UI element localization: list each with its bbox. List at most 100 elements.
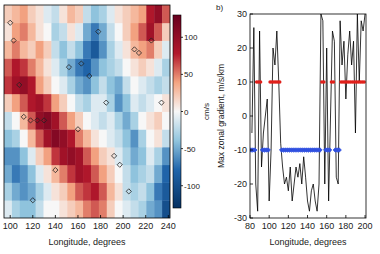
heatmap-cell	[12, 41, 20, 59]
heatmap-cell	[130, 147, 138, 165]
heatmap-cell	[154, 129, 162, 147]
heatmap-cell	[91, 58, 99, 76]
frame	[4, 5, 170, 218]
heatmap-cell	[91, 112, 99, 130]
x-tick	[32, 215, 33, 218]
heatmap-cell	[91, 165, 99, 183]
colorbar-tick-label: 0	[184, 108, 189, 117]
marker-diamond	[30, 198, 35, 203]
heatmap-cell	[130, 165, 138, 183]
x-tick-label: 240	[161, 221, 176, 231]
heatmap-cell	[162, 76, 170, 94]
heatmap-cell	[162, 94, 170, 112]
heatmap-cell	[4, 129, 12, 147]
marker-diamond	[318, 148, 322, 152]
marker-diamond	[117, 162, 122, 167]
heatmap-cell	[107, 94, 115, 112]
heatmap-cell	[28, 41, 36, 59]
heatmap-cell	[130, 76, 138, 94]
heatmap-cell	[4, 200, 12, 218]
y-tick-label: 20	[237, 43, 247, 53]
heatmap-cell	[44, 112, 52, 130]
heatmap-cell	[99, 23, 107, 41]
marker-diamond	[253, 148, 257, 152]
heatmap-cell	[36, 183, 44, 201]
colorbar-tick	[181, 37, 183, 38]
heatmap-cell	[107, 23, 115, 41]
heatmap-cell	[59, 41, 67, 59]
heatmap-cell	[154, 5, 162, 23]
heatmap-cell	[146, 129, 154, 147]
x-tick-label: 100	[262, 221, 277, 231]
heatmap-cell	[146, 23, 154, 41]
heatmap-cell	[91, 41, 99, 59]
heatmap-cell	[44, 94, 52, 112]
y-tick	[250, 184, 253, 185]
heatmap-cell	[115, 183, 123, 201]
heatmap-cell	[20, 5, 28, 23]
heatmap-cell	[138, 129, 146, 147]
heatmap-cell	[130, 23, 138, 41]
heatmap-cell	[83, 183, 91, 201]
heatmap-cell	[91, 129, 99, 147]
x-tick-label: 200	[358, 221, 373, 231]
heatmap-cell	[130, 94, 138, 112]
heatmap-cell	[130, 200, 138, 218]
heatmap-cell	[99, 183, 107, 201]
heatmap-cell	[83, 165, 91, 183]
marker-diamond	[11, 38, 16, 43]
marker-diamond	[17, 82, 22, 87]
heatmap-cell	[162, 5, 170, 23]
y-tick-label: 0	[242, 111, 247, 121]
heatmap-cell	[123, 183, 131, 201]
heatmap-cell	[4, 41, 12, 59]
heatmap-cell	[154, 76, 162, 94]
heatmap-cell	[99, 94, 107, 112]
heatmap-cell	[20, 147, 28, 165]
heatmap-cell	[138, 23, 146, 41]
heatmap-cell	[51, 41, 59, 59]
heatmap-cell	[107, 41, 115, 59]
heatmap-cell	[20, 94, 28, 112]
heatmap-cell	[20, 112, 28, 130]
heatmap-cell	[99, 200, 107, 218]
heatmap-cell	[4, 94, 12, 112]
marker-diamond	[126, 189, 131, 194]
heatmap-cell	[130, 5, 138, 23]
heatmap-cell	[59, 5, 67, 23]
heatmap-cell	[115, 5, 123, 23]
heatmap-cell	[99, 41, 107, 59]
line	[252, 14, 365, 211]
heatmap-cell	[67, 41, 75, 59]
heatmap-cell	[154, 200, 162, 218]
heatmap-cell	[4, 147, 12, 165]
heatmap-cell	[115, 41, 123, 59]
heatmap-cell	[99, 147, 107, 165]
colorbar-tick	[181, 185, 183, 186]
heatmap-cell	[107, 129, 115, 147]
heatmap-cell	[138, 200, 146, 218]
heatmap-cell	[146, 58, 154, 76]
marker-diamond	[41, 118, 46, 123]
heatmap-cell	[12, 5, 20, 23]
heatmap-cell	[162, 183, 170, 201]
marker-diamond	[337, 148, 341, 152]
heatmap-cell	[28, 58, 36, 76]
heatmap-cell	[75, 76, 83, 94]
heatmap-cell	[75, 200, 83, 218]
y-axis-label: Max zonal gradient, m/s/km	[216, 64, 226, 168]
x-tick	[345, 215, 346, 218]
heatmap-cell	[51, 5, 59, 23]
marker-diamond	[21, 114, 26, 119]
heatmap-cell	[59, 76, 67, 94]
heatmap-cell	[4, 183, 12, 201]
heatmap-cell	[36, 94, 44, 112]
heatmap-cell	[51, 165, 59, 183]
heatmap-cell	[115, 58, 123, 76]
heatmap-cell	[138, 165, 146, 183]
plot-area	[250, 14, 366, 211]
heatmap-cell	[115, 23, 123, 41]
y-tick-label: 10	[237, 77, 247, 87]
heatmap-cell	[59, 23, 67, 41]
heatmap-cell	[20, 58, 28, 76]
